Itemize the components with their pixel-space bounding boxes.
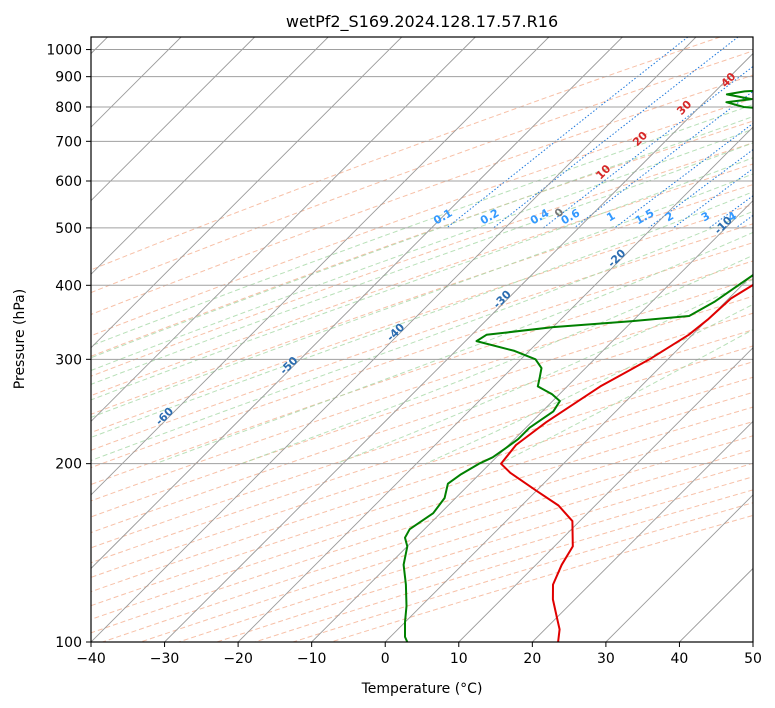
mixing-ratio-line [614, 122, 753, 229]
mixing-ratio-label: 3 [699, 209, 712, 224]
moist-adiabat [91, 128, 753, 371]
mixing-ratio-label: 1 [604, 209, 617, 224]
y-tick-label: 600 [55, 174, 82, 190]
grid-lines [91, 37, 753, 642]
dry-adiabat [91, 142, 753, 377]
temperature-line [500, 283, 753, 642]
y-tick-label: 500 [55, 221, 82, 237]
y-axis: 100 200 300 400 500 600 700 800 900 1000 [46, 43, 91, 651]
dewpoint-line [402, 89, 753, 642]
chart-title: wetPf2_S169.2024.128.17.57.R16 [286, 12, 558, 32]
moist-adiabat [241, 254, 753, 465]
x-tick-label: −40 [76, 651, 106, 667]
x-tick-label: 10 [450, 651, 468, 667]
dry-adiabat [91, 163, 753, 397]
isotherm-line [164, 52, 753, 642]
isotherm-line [311, 200, 753, 642]
y-tick-label: 800 [55, 100, 82, 116]
isotherm-line [532, 420, 753, 642]
y-tick-label: 900 [55, 70, 82, 86]
isotherm-line [679, 567, 753, 642]
dry-adiabat [91, 50, 753, 294]
moist-adiabat-label: 20 [630, 129, 650, 149]
moist-adiabat [336, 278, 753, 465]
dry-adiabat [91, 376, 753, 593]
isotherm-line [91, 37, 403, 349]
y-tick-label: 200 [55, 457, 82, 473]
moist-adiabat [91, 104, 753, 347]
moist-adiabat-label: 10 [593, 162, 613, 182]
mixing-ratio-label: 2 [663, 209, 676, 224]
profile-series [402, 89, 753, 642]
dry-adiabat [91, 278, 753, 502]
isotherm-label: -20 [605, 246, 628, 269]
dry-adiabat [178, 462, 753, 642]
dry-adiabat [91, 329, 753, 549]
dry-adiabat [91, 391, 753, 607]
mixing-ratio-label: 6 [764, 209, 775, 224]
x-axis-label: Temperature (°C) [361, 681, 483, 697]
x-tick-label: −10 [297, 651, 327, 667]
y-axis-label: Pressure (hPa) [12, 289, 28, 389]
moist-adiabat [91, 173, 753, 418]
moist-adiabat [91, 115, 753, 359]
dry-adiabat [91, 184, 753, 415]
moist-adiabat-label: 40 [718, 70, 738, 90]
moist-adiabat [91, 191, 753, 438]
mixing-ratio-line [672, 167, 753, 229]
isotherm-line [752, 641, 753, 642]
mixing-ratio-label: 0.2 [478, 206, 501, 227]
moist-adiabat [425, 303, 753, 465]
isotherm-line [384, 273, 753, 642]
isotherm-line [91, 37, 697, 642]
moist-adiabat [91, 210, 753, 462]
isotherm-line [605, 494, 753, 642]
x-tick-label: 30 [597, 651, 615, 667]
dry-adiabat [216, 476, 753, 642]
y-tick-label: 100 [55, 635, 82, 651]
y-tick-label: 1000 [46, 43, 82, 59]
isotherm-line [237, 126, 753, 642]
x-tick-label: 50 [744, 651, 762, 667]
y-tick-label: 300 [55, 352, 82, 368]
moist-adiabat [91, 142, 753, 385]
x-tick-label: 40 [671, 651, 689, 667]
isotherm-line [458, 347, 753, 642]
x-tick-label: −30 [150, 651, 180, 667]
x-tick-label: 0 [381, 651, 390, 667]
mixing-ratio-line [543, 65, 753, 229]
isotherm-line [91, 37, 550, 496]
isotherm-line [91, 37, 476, 422]
mixing-ratio-line [446, 37, 689, 229]
dry-adiabat [91, 223, 753, 451]
dry-adiabat [91, 97, 753, 337]
dry-adiabat [91, 37, 721, 271]
dry-adiabat [292, 502, 753, 642]
isotherm-line [91, 37, 329, 275]
y-tick-label: 700 [55, 134, 82, 150]
dry-adiabat [91, 361, 753, 578]
x-tick-label: −20 [223, 651, 253, 667]
isotherm-line [91, 37, 623, 570]
dry-adiabat [91, 242, 753, 469]
x-tick-label: 20 [523, 651, 541, 667]
dry-adiabat [102, 435, 753, 642]
isotherm-label: -70 [28, 456, 51, 479]
x-axis: −40 −30 −20 −10 0 10 20 30 40 50 [76, 642, 762, 667]
moist-adiabat [91, 157, 753, 401]
dry-adiabat [91, 203, 753, 434]
dry-adiabat [91, 312, 753, 534]
isotherm-label: -40 [384, 320, 407, 343]
dry-adiabat [91, 295, 753, 518]
mixing-ratio-label: 0.4 [528, 206, 552, 227]
mixing-ratio-line [493, 37, 739, 229]
y-tick-label: 400 [55, 278, 82, 294]
mixing-ratio-label: 1.5 [633, 206, 656, 227]
isotherm-line [91, 37, 255, 202]
plot-frame [90, 36, 754, 643]
